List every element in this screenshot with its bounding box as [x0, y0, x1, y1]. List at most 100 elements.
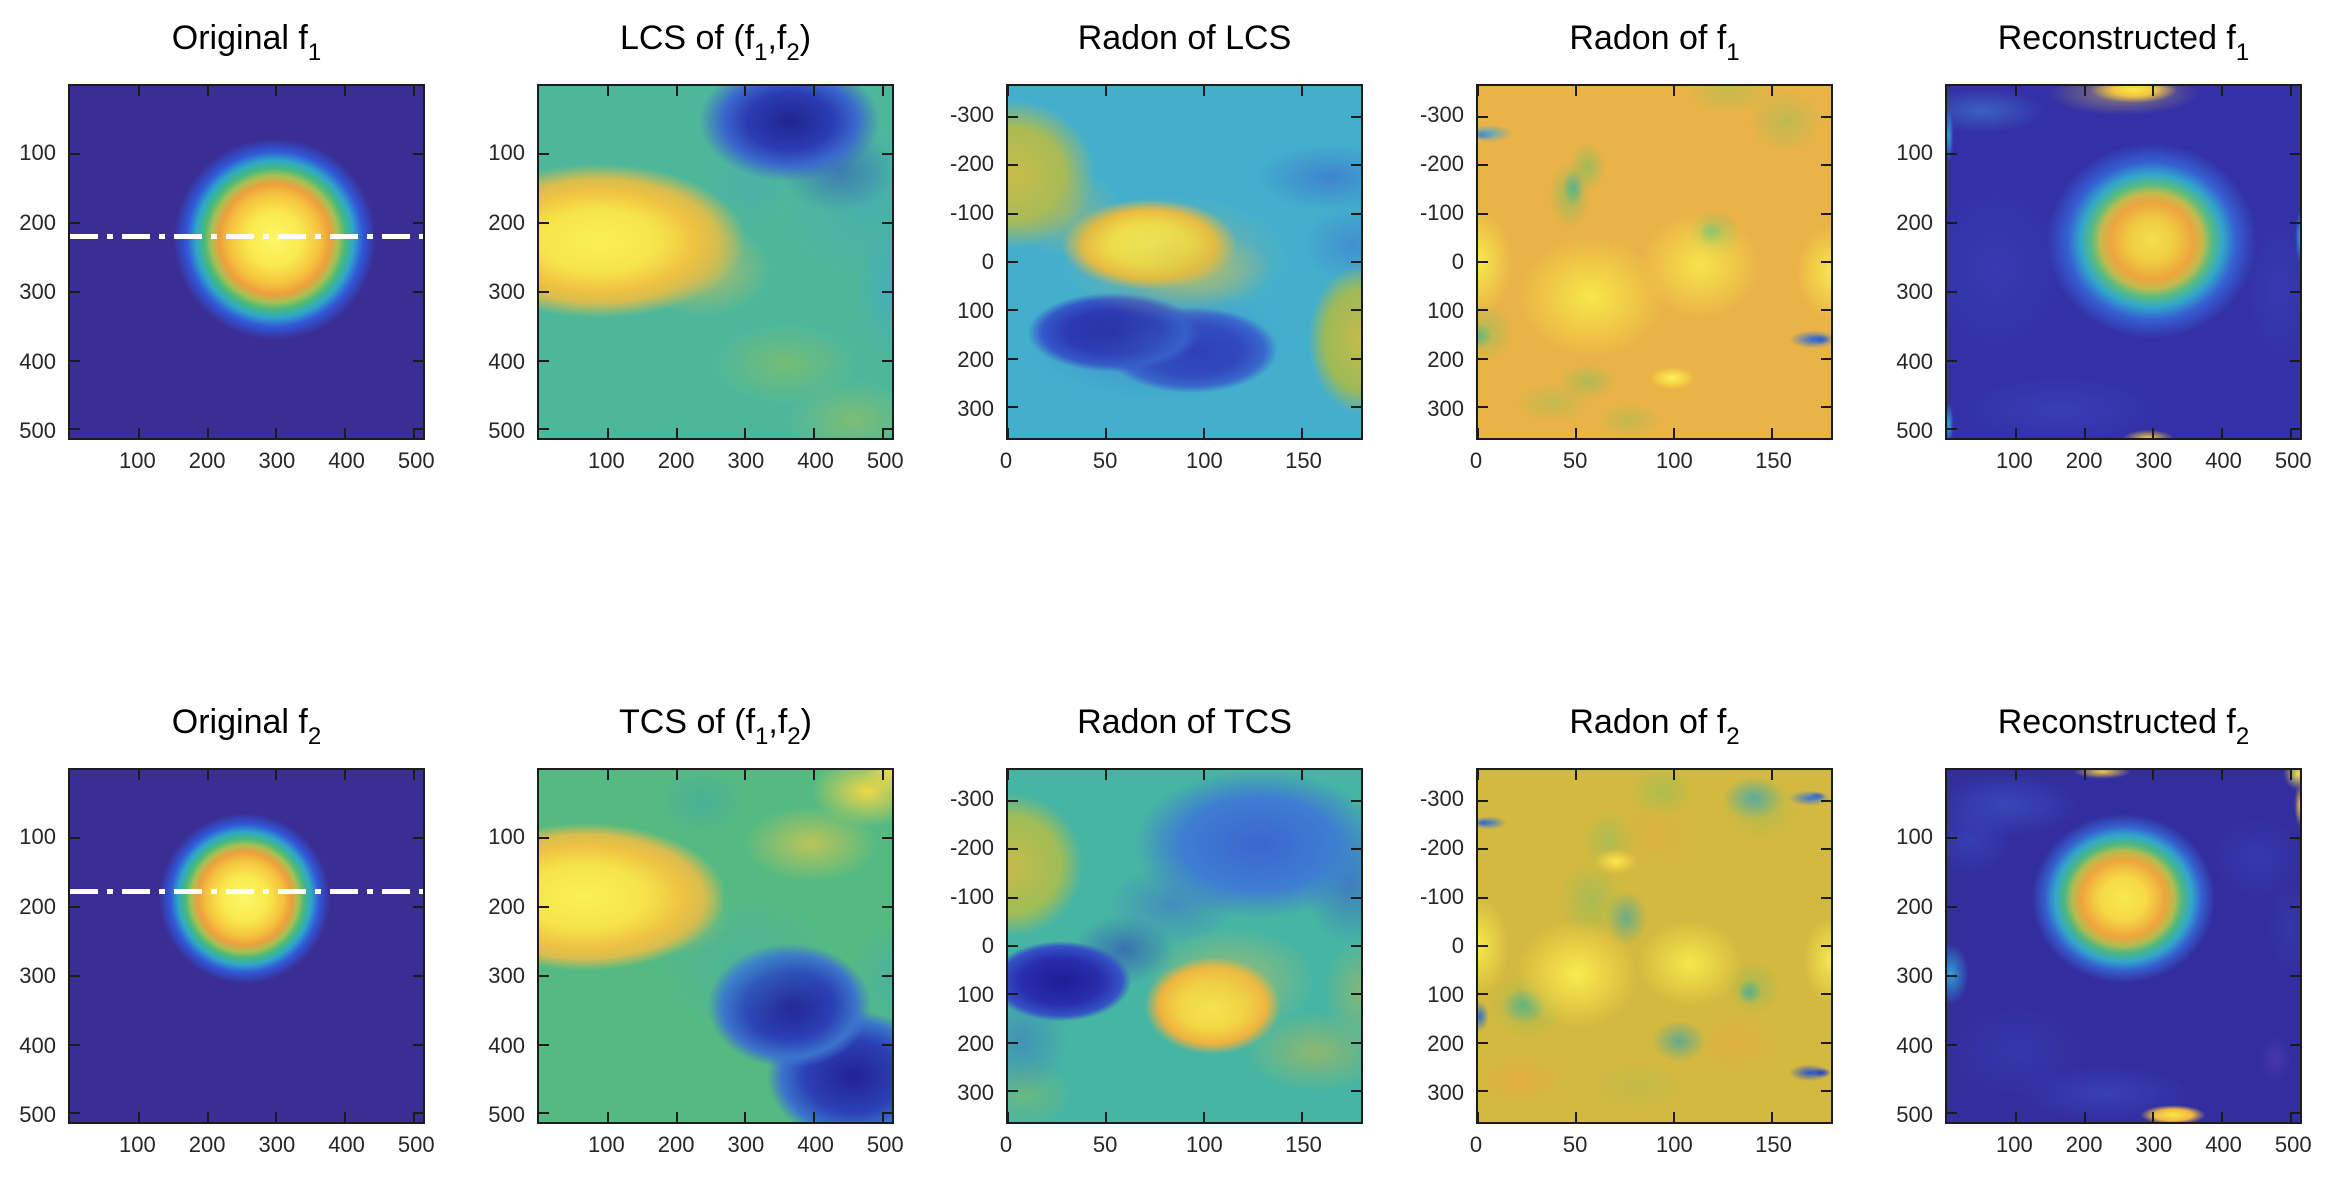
tick-mark — [882, 428, 885, 438]
x-tick-label: 400 — [328, 448, 365, 473]
tick-mark — [539, 359, 549, 362]
tick-mark — [882, 222, 892, 225]
y-axis-tick-labels: 100 200 300 400 500 — [1843, 84, 1933, 443]
tick-mark — [882, 428, 892, 431]
tick-mark — [1821, 309, 1831, 312]
subplot-radon-f1: Radon of f1 -300 -200 -100 0 100 200 300 0 50 10… — [1420, 19, 1833, 473]
tick-mark — [1351, 357, 1361, 360]
subplot-tcs: TCS of (f1,f2) 100 200 300 400 500 100 200 300… — [488, 703, 903, 1157]
x-axis-tick-labels: 100 200 300 400 500 — [537, 1132, 904, 1162]
subscript: 1 — [2235, 39, 2250, 66]
plot-title: TCS of (f1,f2) — [619, 703, 812, 750]
tick-mark — [1947, 359, 1957, 362]
tick-mark — [137, 1112, 140, 1122]
tick-mark — [675, 86, 678, 96]
y-tick-label: 400 — [1896, 348, 1933, 374]
tick-mark — [1821, 357, 1831, 360]
y-tick-label: 300 — [1896, 963, 1933, 989]
tick-mark — [2290, 837, 2300, 840]
tick-mark — [1008, 261, 1018, 263]
tick-mark — [606, 1112, 609, 1122]
tick-mark — [539, 1112, 549, 1115]
tick-mark — [1478, 428, 1479, 438]
subplot-lcs: LCS of (f1,f2) 100 200 300 400 500 100 200 300… — [488, 19, 903, 473]
y-tick-label: 300 — [957, 1080, 994, 1106]
tick-mark — [1947, 1043, 1957, 1046]
x-tick-label: 100 — [1655, 448, 1693, 473]
tick-mark — [413, 770, 416, 780]
y-tick-label: 100 — [488, 140, 525, 166]
tick-mark — [70, 359, 80, 362]
x-tick-label: 100 — [588, 1132, 625, 1157]
tick-mark — [1008, 770, 1009, 780]
tick-mark — [744, 1112, 747, 1122]
tick-mark — [413, 1043, 423, 1046]
tick-mark — [1771, 86, 1774, 96]
y-tick-label: 100 — [19, 140, 56, 166]
tick-mark — [1203, 1112, 1206, 1122]
subscript: 1 — [755, 723, 769, 750]
tick-mark — [2290, 1112, 2293, 1122]
tick-mark — [1105, 1112, 1108, 1122]
y-tick-label: 200 — [488, 893, 525, 919]
tick-mark — [2221, 770, 2224, 780]
x-tick-label: 50 — [1092, 448, 1118, 473]
tick-mark — [2083, 428, 2086, 438]
tick-mark — [1575, 770, 1578, 780]
y-tick-label: -100 — [949, 199, 994, 225]
tick-mark — [1771, 1112, 1774, 1122]
tick-mark — [1203, 86, 1206, 96]
tick-mark — [539, 290, 549, 293]
y-tick-label: 500 — [488, 418, 525, 444]
tick-mark — [1478, 770, 1479, 780]
tick-mark — [675, 770, 678, 780]
y-tick-label: 400 — [488, 348, 525, 374]
tick-mark — [675, 1112, 678, 1122]
tick-mark — [1947, 153, 1957, 156]
tick-mark — [1478, 1112, 1479, 1122]
tick-mark — [2083, 1112, 2086, 1122]
tick-mark — [1351, 261, 1361, 263]
tick-mark — [539, 1043, 549, 1046]
y-tick-label: 500 — [19, 418, 56, 444]
tick-mark — [1008, 1090, 1018, 1093]
x-tick-label: 300 — [258, 1132, 296, 1157]
subplot-reconstructed-f2: Reconstructed f2 100 200 300 400 500 100 200 3… — [1896, 703, 2311, 1157]
plot-title: Reconstructed f2 — [1997, 703, 2250, 750]
heatmap-radon-tcs — [1006, 768, 1363, 1124]
tick-mark — [275, 86, 278, 96]
x-tick-label: 400 — [2205, 448, 2242, 473]
y-tick-label: 100 — [19, 824, 56, 850]
tick-mark — [1008, 86, 1009, 96]
tick-mark — [344, 86, 347, 96]
subplot-radon-lcs: Radon of LCS -300 -200 -100 0 100 200 300 0 50 1… — [950, 19, 1363, 473]
tick-mark — [1947, 906, 1957, 909]
tick-mark — [413, 222, 423, 225]
tick-mark — [813, 86, 816, 96]
tick-mark — [206, 428, 209, 438]
x-tick-label: 500 — [397, 448, 435, 473]
x-axis-tick-labels: 0 50 100 150 — [1000, 1132, 1363, 1162]
y-axis-tick-labels: 100 200 300 400 500 — [0, 84, 56, 444]
tick-mark — [1673, 1112, 1676, 1122]
tick-mark — [882, 153, 892, 156]
tick-mark — [413, 428, 416, 438]
subscript: 1 — [754, 39, 768, 66]
y-tick-label: 0 — [981, 249, 994, 274]
tick-mark — [1673, 86, 1676, 96]
tick-mark — [1105, 770, 1108, 780]
tick-mark — [2290, 153, 2300, 156]
tick-mark — [2290, 428, 2300, 431]
x-axis-tick-labels: 100 200 300 400 500 — [68, 448, 435, 478]
tick-mark — [413, 974, 423, 977]
tick-mark — [1478, 945, 1488, 947]
x-tick-label: 300 — [727, 1132, 765, 1157]
x-tick-label: 100 — [119, 1132, 156, 1157]
x-tick-label: 100 — [1185, 1132, 1223, 1157]
tick-mark — [2083, 86, 2086, 96]
tick-mark — [1008, 1112, 1009, 1122]
y-tick-label: 400 — [488, 1032, 525, 1058]
tick-mark — [2290, 428, 2293, 438]
tick-mark — [2221, 1112, 2224, 1122]
